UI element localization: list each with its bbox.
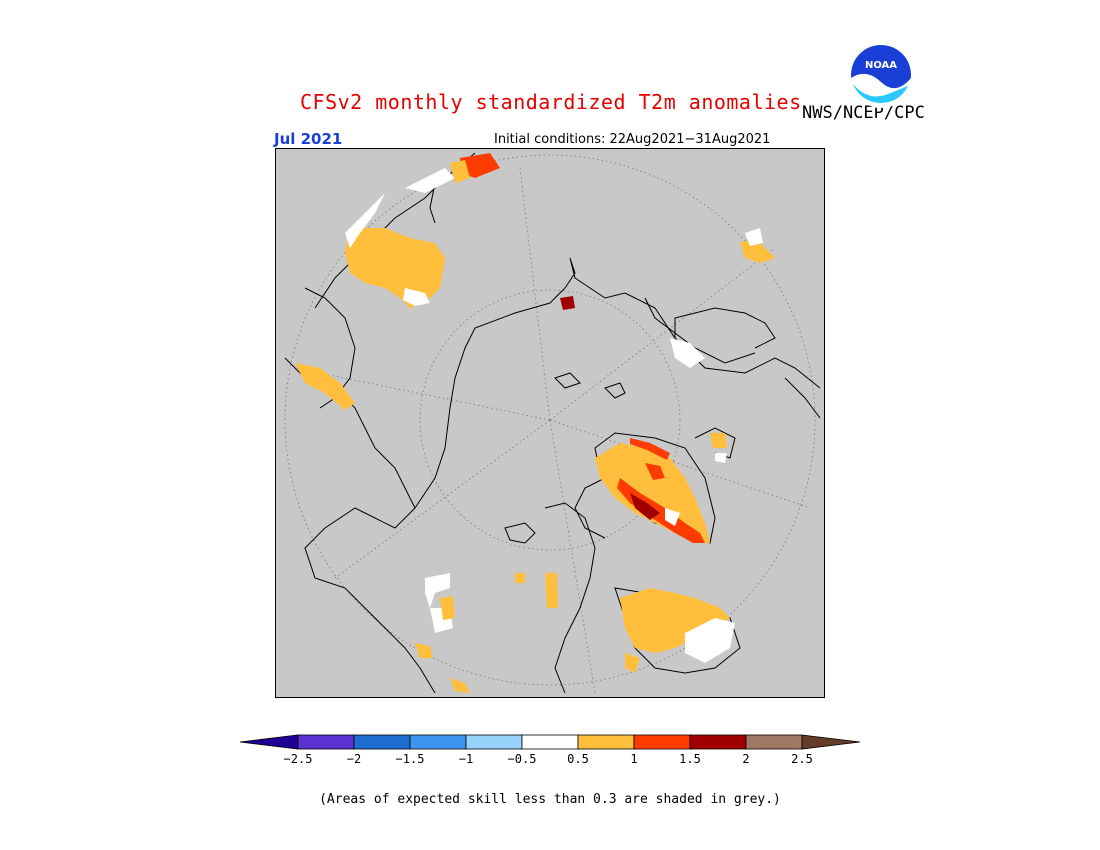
target-month: Jul 2021: [274, 130, 343, 148]
anomaly-region-russia-south: [625, 653, 640, 673]
footnote: (Areas of expected skill less than 0.3 a…: [319, 792, 781, 807]
colorbar-tick: −0.5: [508, 752, 537, 766]
colorbar-segment: [409, 734, 467, 750]
anomaly-region-canada-west3: [440, 596, 455, 620]
anomaly-region-chukchi2: [450, 160, 470, 183]
anomaly-region-hudson2: [515, 573, 525, 583]
colorbar-segment: [353, 734, 411, 750]
anomaly-region-norway-coast: [630, 438, 670, 460]
colorbar-tick: 1.5: [679, 752, 701, 766]
anomaly-region-scandinavia: [595, 443, 710, 543]
colorbar-segment: [577, 734, 635, 750]
colorbar-tick: 1: [630, 752, 637, 766]
anomaly-region-greenland-south: [740, 238, 775, 263]
colorbar-tick: −1.5: [396, 752, 425, 766]
graticule: [284, 154, 816, 694]
anomaly-region-us: [415, 643, 433, 658]
anomaly-region-alaska-south: [450, 678, 470, 693]
anomaly-region-siberia: [620, 588, 730, 653]
noaa-logo: NOAA: [849, 43, 913, 108]
colorbar-tick: −2: [347, 752, 361, 766]
anomaly-region-canada-west: [425, 573, 450, 608]
anomaly-shading: [295, 153, 775, 693]
skill-white-nw: [345, 193, 385, 248]
agency-label: NWS/NCEP/CPC: [802, 103, 925, 123]
colorbar-segments: [297, 734, 803, 750]
anomaly-map: [275, 148, 825, 698]
anomaly-region-scandinavia-hot: [617, 478, 705, 543]
anomaly-region-novaya-zemlya: [560, 296, 575, 310]
colorbar-arrow-low: [239, 734, 299, 750]
colorbar-tick: −2.5: [284, 752, 313, 766]
colorbar-tick: 2.5: [791, 752, 813, 766]
anomaly-region-alaska: [345, 228, 445, 308]
colorbar-segment: [521, 734, 579, 750]
anomaly-region-iceland: [710, 433, 727, 448]
page-title: CFSv2 monthly standardized T2m anomalies: [300, 90, 802, 114]
colorbar-tick: 0.5: [567, 752, 589, 766]
colorbar-arrow-high: [801, 734, 861, 750]
skill-white-sweden: [665, 508, 680, 526]
colorbar-segment: [745, 734, 803, 750]
anomaly-region-chukchi: [460, 153, 500, 178]
colorbar-tick: 2: [742, 752, 749, 766]
skill-white-greenland: [745, 228, 763, 246]
colorbar: −2.5 −2 −1.5 −1 −0.5 0.5 1 1.5 2 2.5: [239, 734, 861, 766]
colorbar-segment: [465, 734, 523, 750]
colorbar-segment: [689, 734, 747, 750]
anomaly-region-hudson: [545, 573, 558, 608]
skill-white-arctic: [405, 168, 455, 193]
skill-white-canada-east: [670, 338, 705, 368]
anomaly-region-scandinavia-extreme: [630, 493, 660, 520]
initial-conditions: Initial conditions: 22Aug2021−31Aug2021: [494, 132, 771, 147]
colorbar-segment: [633, 734, 691, 750]
skill-white-iceland: [715, 453, 727, 463]
noaa-logo-text: NOAA: [865, 60, 897, 71]
colorbar-tick: −1: [459, 752, 473, 766]
colorbar-segment: [297, 734, 355, 750]
anomaly-region-aleut: [295, 363, 355, 410]
skill-white-alaska: [403, 288, 430, 306]
anomaly-region-finland-hot: [645, 463, 665, 480]
skill-white-siberia: [685, 618, 735, 663]
